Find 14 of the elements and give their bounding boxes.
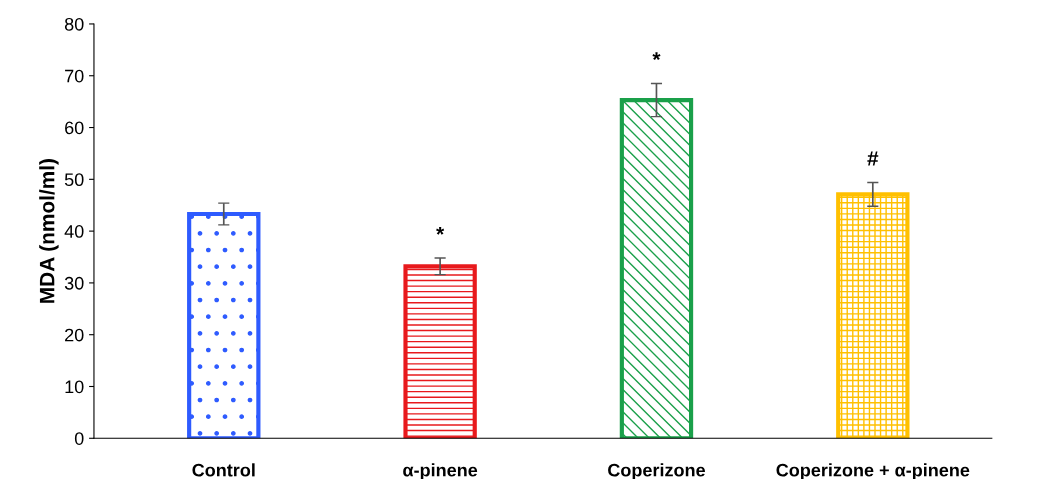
y-tick-label: 80	[64, 17, 84, 31]
y-axis-title: MDA (nmol/ml)	[39, 159, 59, 303]
y-tick-label: 70	[65, 69, 84, 83]
annotation: #	[867, 151, 879, 166]
y-tick-label: 10	[65, 380, 84, 394]
y-tick-label: 60	[65, 121, 84, 135]
x-tick-label: Control	[192, 463, 255, 477]
y-tick-label: 40	[64, 225, 84, 238]
y-tick-label: 0	[74, 432, 84, 446]
y-tick-label: 20	[65, 328, 84, 342]
y-tick-label: 50	[64, 173, 84, 187]
y-tick-label: 30	[64, 276, 84, 290]
annotation: *	[436, 226, 445, 235]
annotation: *	[652, 52, 661, 61]
